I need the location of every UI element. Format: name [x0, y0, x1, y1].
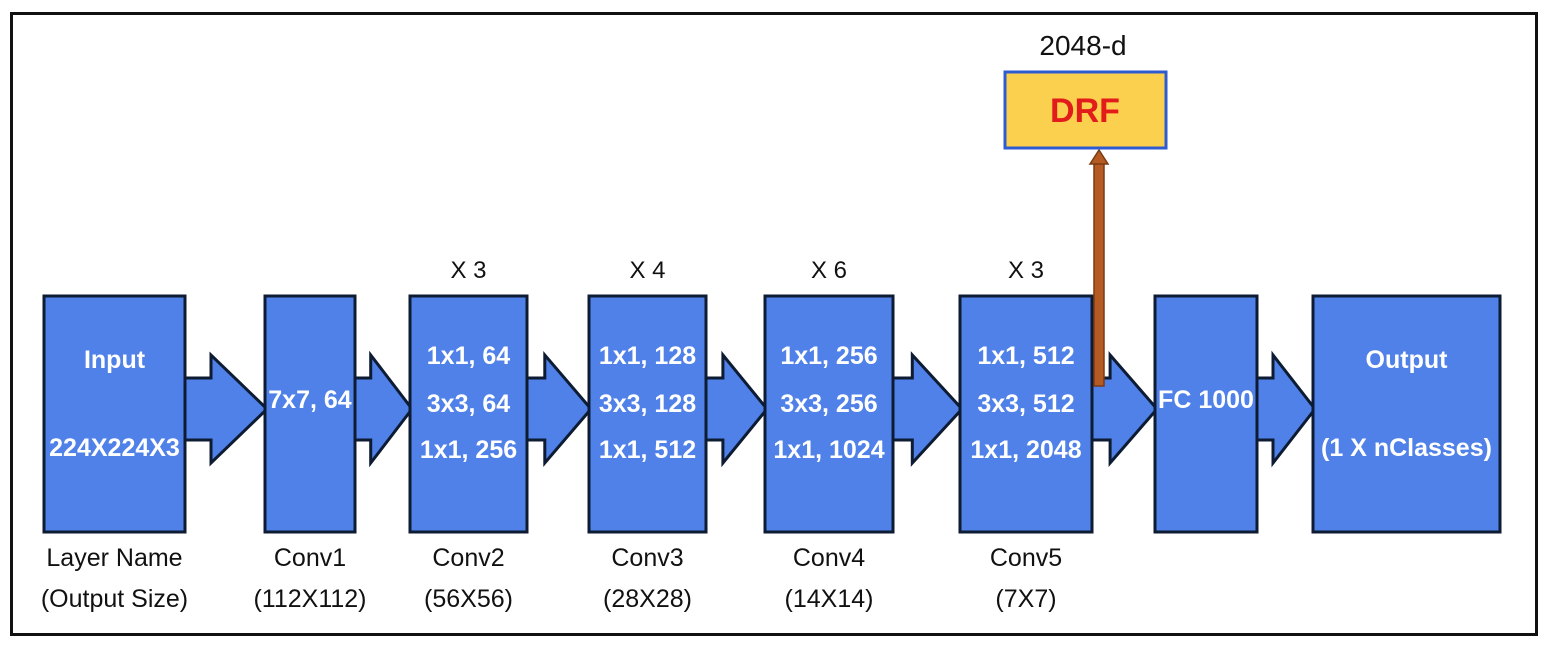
block-fc-line-1: FC 1000 — [1158, 386, 1254, 414]
block-conv2-line-1: 1x1, 64 — [427, 342, 511, 370]
connector-arrow-2 — [351, 350, 414, 468]
block-conv2-repeat: X 3 — [450, 257, 486, 284]
connector-arrow-1 — [181, 351, 270, 467]
block-conv3 — [587, 294, 708, 534]
connector-arrow-3 — [523, 350, 593, 468]
block-conv1-caption-2: (112X112) — [253, 585, 366, 613]
feature-arrow-shaft — [1093, 161, 1105, 387]
block-conv4-repeat: X 6 — [811, 257, 847, 284]
block-conv4-caption-1: Conv4 — [793, 544, 865, 572]
block-conv3-caption-2: (28X28) — [603, 585, 692, 613]
block-fc — [1153, 294, 1259, 534]
block-conv1-caption-1: Conv1 — [274, 544, 346, 572]
block-output-line-2: (1 X nClasses) — [1321, 434, 1492, 462]
block-conv5-line-1: 1x1, 512 — [977, 342, 1074, 370]
block-output-line-1: Output — [1366, 346, 1449, 374]
block-input — [42, 294, 187, 534]
block-conv3-line-1: 1x1, 128 — [599, 342, 696, 370]
block-conv1 — [263, 294, 357, 534]
block-conv3-line-3: 1x1, 512 — [599, 436, 696, 464]
connector-arrow-4 — [702, 350, 769, 468]
block-conv5-line-3: 1x1, 2048 — [970, 436, 1081, 464]
block-conv4-caption-2: (14X14) — [785, 585, 874, 613]
block-conv2-caption-2: (56X56) — [424, 585, 513, 613]
block-conv2 — [408, 294, 529, 534]
block-conv5-line-2: 3x3, 512 — [977, 390, 1074, 418]
block-conv2-caption-1: Conv2 — [432, 544, 504, 572]
block-conv4-line-3: 1x1, 1024 — [773, 436, 884, 464]
block-conv5-repeat: X 3 — [1008, 257, 1044, 284]
block-input-line-1: Input — [84, 346, 146, 374]
block-input-caption-2: (Output Size) — [41, 585, 188, 613]
block-input-line-2: 224X224X3 — [49, 434, 180, 462]
block-input-caption-1: Layer Name — [46, 544, 182, 572]
block-conv5-caption-2: (7X7) — [995, 585, 1056, 613]
block-conv1-line-1: 7x7, 64 — [268, 386, 352, 414]
block-output — [1311, 294, 1502, 534]
block-conv4-line-1: 1x1, 256 — [780, 342, 877, 370]
block-conv3-line-2: 3x3, 128 — [599, 390, 696, 418]
block-conv4 — [763, 294, 895, 534]
drf-dimension-label: 2048-d — [1039, 30, 1126, 61]
drf-box — [1003, 70, 1168, 150]
feature-arrow-head — [1088, 148, 1110, 165]
drf-label: DRF — [1050, 92, 1120, 130]
block-conv3-repeat: X 4 — [629, 257, 665, 284]
block-conv2-line-3: 1x1, 256 — [420, 436, 517, 464]
block-conv3-caption-1: Conv3 — [611, 544, 683, 572]
connector-arrow-5 — [889, 351, 965, 467]
block-conv2-line-2: 3x3, 64 — [427, 390, 511, 418]
connector-arrow-7 — [1253, 350, 1317, 468]
diagram-frame — [10, 12, 1538, 636]
block-conv4-line-2: 3x3, 256 — [780, 390, 877, 418]
block-conv5 — [958, 294, 1094, 534]
block-conv5-caption-1: Conv5 — [990, 544, 1062, 572]
